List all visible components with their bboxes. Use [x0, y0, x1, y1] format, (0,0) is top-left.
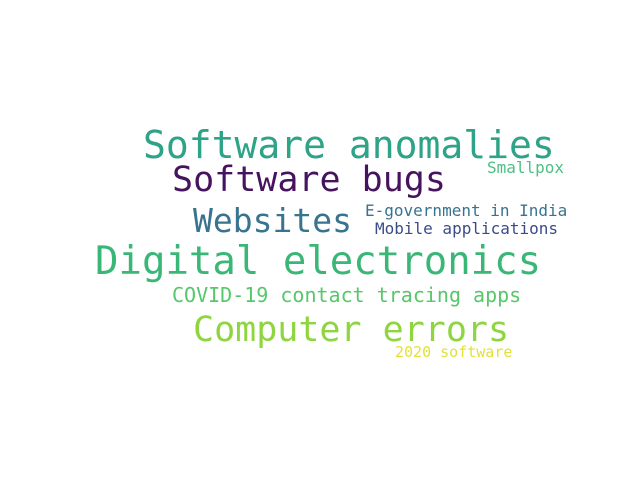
word-software-anomalies: Software anomalies	[143, 123, 555, 167]
word-websites: Websites	[193, 201, 352, 240]
word-software-bugs: Software bugs	[172, 160, 446, 200]
word-digital-electronics: Digital electronics	[95, 239, 542, 284]
word-mobile-applications: Mobile applications	[375, 219, 559, 238]
word-e-government-in-india: E-government in India	[365, 201, 568, 220]
word-smallpox: Smallpox	[487, 158, 565, 177]
word-2020-software: 2020 software	[395, 343, 513, 361]
word-computer-errors: Computer errors	[193, 310, 510, 350]
word-covid-19-contact-tracing-apps: COVID-19 contact tracing apps	[172, 283, 522, 307]
